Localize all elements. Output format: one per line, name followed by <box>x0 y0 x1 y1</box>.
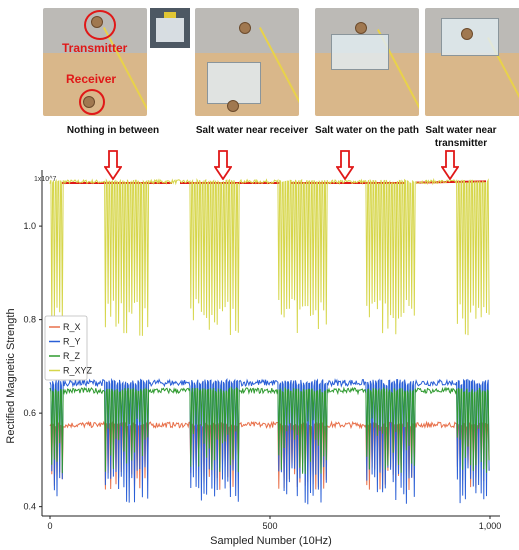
series-line-r-y <box>49 377 490 505</box>
x-axis-title: Sampled Number (10Hz) <box>210 535 332 547</box>
y-scale-label: 1x10^7 <box>34 176 56 183</box>
caption-salt-water-on-the-path: Salt water on the path <box>315 125 419 136</box>
x-tick-label: 1,000 <box>479 521 502 531</box>
legend-label: R_XYZ <box>63 366 93 376</box>
legend-label: R_Z <box>63 351 81 361</box>
photo-salt-water-near-receiver <box>195 8 299 116</box>
legend-box <box>44 315 88 381</box>
legend-label: R_X <box>63 322 81 332</box>
series-line-r-z <box>49 386 490 474</box>
receiver-label: Receiver <box>66 72 117 86</box>
photo-salt-water-on-the-path <box>315 8 419 116</box>
down-arrow-icon <box>104 150 122 180</box>
y-tick-label: 1.0 <box>23 221 36 231</box>
y-tick-label: 0.8 <box>23 315 36 325</box>
photo-salt-water-near-transmitter <box>425 8 519 116</box>
caption-nothing-in-between: Nothing in between <box>66 125 160 136</box>
x-tick-label: 0 <box>47 521 52 531</box>
caption-salt-water-near-transmitter: Salt water near transmitter <box>425 125 497 149</box>
y-axis-title: Rectified Magnetic Strength <box>5 308 17 443</box>
down-arrow-icon <box>336 150 354 180</box>
inset-photo <box>150 8 190 48</box>
legend: R_X R_Y R_Z R_XYZ <box>44 315 93 381</box>
down-arrow-icon <box>214 150 232 180</box>
range-line-on-path <box>290 182 405 184</box>
series-line-r-xyz <box>49 177 490 336</box>
down-arrow-icon <box>441 150 459 180</box>
magnetic-strength-chart: 0 500 1,000 0.4 0.6 0.8 1.0 1x10^7 Sampled Nu… <box>5 170 502 547</box>
transmitter-label: Transmitter <box>62 41 128 55</box>
transmitter-ring <box>84 10 116 40</box>
y-tick-label: 0.4 <box>23 502 36 512</box>
legend-label: R_Y <box>63 337 81 347</box>
x-tick-label: 500 <box>262 521 277 531</box>
y-tick-label: 0.6 <box>23 408 36 418</box>
receiver-ring <box>79 89 105 115</box>
caption-salt-water-near-receiver: Salt water near receiver <box>195 125 309 136</box>
